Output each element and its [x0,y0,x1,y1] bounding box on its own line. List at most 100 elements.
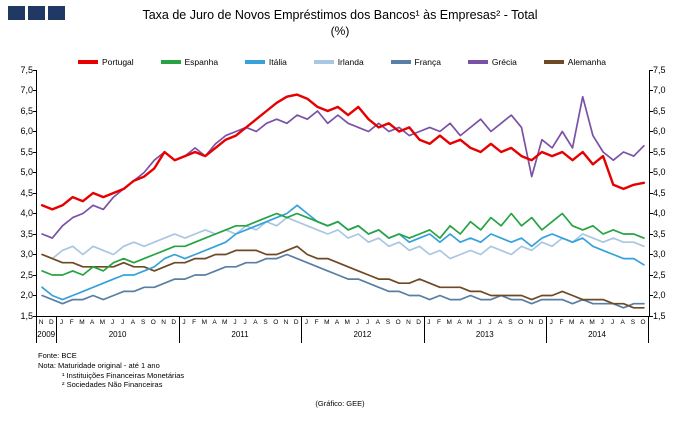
legend-marker [543,60,564,64]
year-separator [178,317,180,343]
axis-tick [33,295,36,296]
legend-label: França [414,57,441,67]
axis-tick [650,131,653,132]
month-label: J [355,319,360,326]
axis-tick [33,213,36,214]
month-label: F [69,319,74,326]
axis-tick [650,315,653,317]
month-label: J [488,319,492,326]
legend-label: Espanha [184,57,219,67]
axis-tick [650,110,653,112]
month-label: D [171,319,177,326]
axis-tick [33,110,36,112]
legend-label: Irlanda [337,57,364,67]
year-label: 2012 [353,330,372,339]
y-axis-label: 1,5 [20,310,33,321]
month-label: A [375,319,380,326]
y-axis-label: 6,0 [653,126,666,136]
y-axis-label: 7,0 [20,85,33,95]
month-label: N [161,319,166,326]
month-label: D [538,319,544,326]
axis-tick [650,274,653,276]
axis-tick [650,233,653,235]
y-axis-label: 2,0 [20,290,33,300]
series-line-portugal [40,93,646,211]
y-axis-label: 3,0 [653,249,666,259]
y-axis-label: 6,5 [653,105,666,116]
month-label: J [304,319,308,326]
axis-tick [33,69,36,71]
year-label: 2013 [475,330,494,339]
month-label: A [579,319,585,326]
axis-tick [33,151,36,153]
legend-marker [467,60,488,64]
axis-tick [650,254,653,255]
month-label: M [79,319,85,326]
legend-label: Grécia [491,57,517,67]
legend: Portugal Espanha Itália Irlanda França Grécia… [78,56,606,68]
y-axis-label: 6,5 [20,105,33,116]
axis-tick [650,90,653,91]
month-label: A [253,319,258,326]
month-label: O [150,319,156,326]
month-label: J [427,319,431,326]
month-label: O [518,319,524,326]
axis-tick [33,172,36,173]
legend-marker [78,60,98,64]
month-label: J [121,319,125,326]
axis-tick [33,274,36,276]
page-title: Taxa de Juro de Novos Empréstimos dos Ba… [142,8,538,22]
maturity-note: Nota: Maturidade original - até 1 ano [38,360,160,370]
month-label: J [110,319,115,326]
year-label: 2010 [108,330,127,339]
y-axis-label: 4,5 [653,187,666,198]
month-label: J [600,319,604,326]
y-axis-label: 5,5 [653,146,666,157]
month-label: A [89,319,95,326]
month-label: J [243,319,247,326]
legend-marker [390,60,411,64]
plot-area [36,70,650,317]
series-line-irlanda [41,216,645,260]
month-label: N [406,319,411,326]
source-note: Fonte: BCE [38,351,77,360]
month-label: F [192,319,197,326]
month-label: M [466,319,473,326]
month-label: A [212,319,217,326]
month-label: F [314,319,319,326]
y-axis-label: 7,5 [20,64,33,75]
legend-item-grécia: Grécia [467,57,517,67]
year-separator [56,317,58,343]
month-label: N [283,319,289,326]
month-label: J [233,319,237,326]
month-label: M [344,319,350,326]
legend-marker [313,60,334,64]
month-label: D [293,319,299,326]
legend-marker [244,60,265,64]
year-separator [546,317,547,343]
y-axis-label: 3,5 [653,228,666,239]
month-label: M [324,319,330,326]
y-axis-label: 2,0 [653,290,666,300]
y-axis-label: 5,0 [20,167,33,177]
y-axis-label: 5,0 [653,167,666,177]
month-label: O [273,319,279,326]
axis-tick [33,131,36,132]
legend-item-frança: França [390,57,441,67]
year-separator [648,317,649,343]
footnote-1: ¹ Instituições Financeiras Monetárias [62,370,185,380]
logo-square [48,6,65,20]
legend-marker [160,60,181,64]
month-label: J [59,319,64,326]
axis-tick [33,192,36,194]
month-label: A [457,319,462,326]
month-label: M [99,319,106,326]
month-label: S [385,319,391,326]
month-label: S [140,319,146,326]
month-label: F [559,319,564,326]
month-label: M [568,319,575,326]
year-label: 2014 [588,330,606,339]
month-label: O [395,319,401,326]
